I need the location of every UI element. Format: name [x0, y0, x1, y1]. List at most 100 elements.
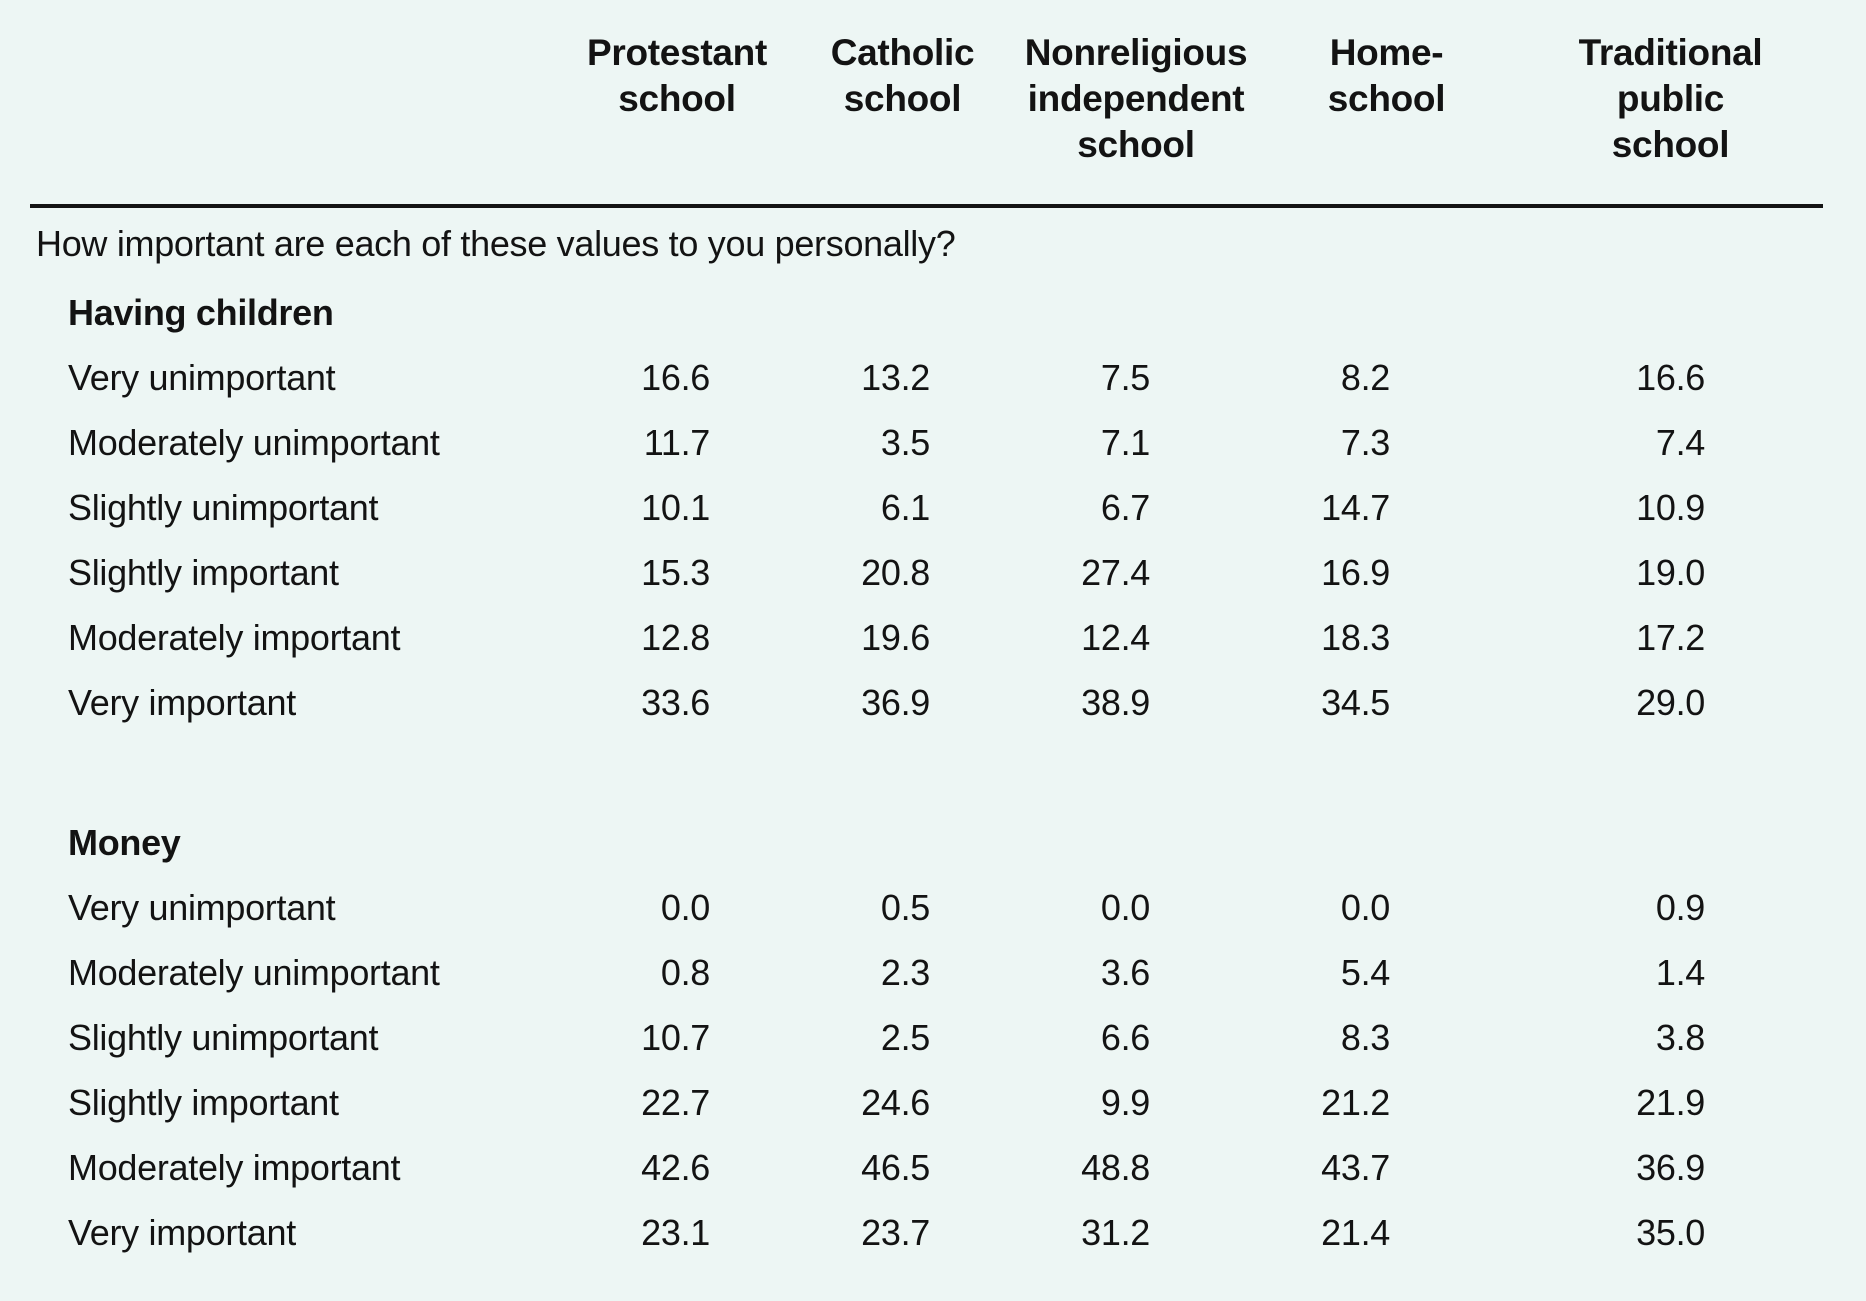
value-cell: 6.1: [880, 487, 930, 528]
value-cell: 10.7: [641, 1017, 710, 1058]
row-label: Very unimportant: [68, 357, 336, 398]
section-title-money: Money: [68, 822, 181, 863]
value-cell: 0.9: [1655, 887, 1705, 928]
value-cell: 16.6: [1636, 357, 1705, 398]
table-row: Moderately important 42.6 46.5 48.8 43.7…: [30, 1135, 1823, 1200]
question-text: How important are each of these values t…: [36, 223, 956, 264]
column-header-line: school: [618, 78, 736, 119]
value-cell: 48.8: [1081, 1147, 1150, 1188]
value-cell: 8.2: [1340, 357, 1390, 398]
header-spacer-cell: [30, 30, 566, 168]
value-cell: 3.6: [1100, 952, 1150, 993]
table-row: Moderately unimportant 11.7 3.5 7.1 7.3 …: [30, 410, 1823, 475]
value-cell: 0.0: [1100, 887, 1150, 928]
value-cell: 21.9: [1636, 1082, 1705, 1123]
row-label: Very important: [68, 1212, 296, 1253]
value-cell: 24.6: [861, 1082, 930, 1123]
column-header-line: independent: [1027, 78, 1245, 119]
value-cell: 15.3: [641, 552, 710, 593]
table-row: Moderately important 12.8 19.6 12.4 18.3…: [30, 605, 1823, 670]
row-label: Moderately unimportant: [68, 422, 440, 463]
row-label: Slightly unimportant: [68, 1017, 379, 1058]
section-gap: [30, 735, 1823, 810]
row-label: Slightly important: [68, 552, 339, 593]
value-cell: 7.1: [1100, 422, 1150, 463]
row-label: Moderately important: [68, 1147, 401, 1188]
column-header-line: school: [843, 78, 962, 119]
table-row: Slightly important 22.7 24.6 9.9 21.2 21…: [30, 1070, 1823, 1135]
table-row: Slightly unimportant 10.1 6.1 6.7 14.7 1…: [30, 475, 1823, 540]
table-header-row: Protestant school Catholic school Nonrel…: [30, 30, 1823, 208]
row-label: Slightly important: [68, 1082, 339, 1123]
value-cell: 23.7: [861, 1212, 930, 1253]
value-cell: 23.1: [641, 1212, 710, 1253]
value-cell: 1.4: [1655, 952, 1705, 993]
table-row: Very unimportant 16.6 13.2 7.5 8.2 16.6: [30, 345, 1823, 410]
column-header-line: Protestant: [587, 32, 767, 73]
value-cell: 38.9: [1081, 682, 1150, 723]
value-cell: 33.6: [641, 682, 710, 723]
value-cell: 31.2: [1081, 1212, 1150, 1253]
value-cell: 10.1: [641, 487, 710, 528]
value-cell: 29.0: [1636, 682, 1705, 723]
value-cell: 5.4: [1340, 952, 1390, 993]
table-row: Very important 33.6 36.9 38.9 34.5 29.0: [30, 670, 1823, 735]
column-header-protestant-school: Protestant school: [566, 30, 788, 168]
value-cell: 20.8: [861, 552, 930, 593]
value-cell: 36.9: [1636, 1147, 1705, 1188]
value-cell: 8.3: [1340, 1017, 1390, 1058]
table-row: Slightly important 15.3 20.8 27.4 16.9 1…: [30, 540, 1823, 605]
column-header-traditional-public-school: Traditional public school: [1518, 30, 1823, 168]
column-header-catholic-school: Catholic school: [788, 30, 1017, 168]
column-header-line: Traditional: [1578, 32, 1763, 73]
value-cell: 21.4: [1321, 1212, 1390, 1253]
survey-values-table: Protestant school Catholic school Nonrel…: [30, 0, 1823, 1265]
value-cell: 12.8: [641, 617, 710, 658]
table-row: Very unimportant 0.0 0.5 0.0 0.0 0.9: [30, 875, 1823, 940]
column-header-line: Catholic: [830, 32, 975, 73]
table-row: Slightly unimportant 10.7 2.5 6.6 8.3 3.…: [30, 1005, 1823, 1070]
value-cell: 6.6: [1100, 1017, 1150, 1058]
value-cell: 27.4: [1081, 552, 1150, 593]
value-cell: 16.9: [1321, 552, 1390, 593]
value-cell: 0.0: [660, 887, 710, 928]
value-cell: 19.0: [1636, 552, 1705, 593]
value-cell: 0.5: [880, 887, 930, 928]
value-cell: 36.9: [861, 682, 930, 723]
value-cell: 0.8: [660, 952, 710, 993]
row-label: Very important: [68, 682, 296, 723]
value-cell: 3.5: [880, 422, 930, 463]
row-label: Moderately unimportant: [68, 952, 440, 993]
value-cell: 17.2: [1636, 617, 1705, 658]
value-cell: 7.4: [1655, 422, 1705, 463]
value-cell: 22.7: [641, 1082, 710, 1123]
value-cell: 11.7: [643, 422, 711, 463]
value-cell: 43.7: [1321, 1147, 1390, 1188]
value-cell: 21.2: [1321, 1082, 1390, 1123]
value-cell: 10.9: [1636, 487, 1705, 528]
column-header-line: school: [1611, 124, 1730, 165]
value-cell: 16.6: [641, 357, 710, 398]
table-row: Moderately unimportant 0.8 2.3 3.6 5.4 1…: [30, 940, 1823, 1005]
column-header-line: school: [1077, 124, 1195, 165]
row-label: Very unimportant: [68, 887, 336, 928]
column-header-line: Home-: [1329, 32, 1444, 73]
value-cell: 12.4: [1081, 617, 1150, 658]
value-cell: 3.8: [1655, 1017, 1705, 1058]
value-cell: 9.9: [1100, 1082, 1150, 1123]
row-label: Slightly unimportant: [68, 487, 379, 528]
column-header-home-school: Home- school: [1255, 30, 1518, 168]
column-header-line: Nonreligious: [1024, 32, 1248, 73]
value-cell: 6.7: [1100, 487, 1150, 528]
value-cell: 0.0: [1340, 887, 1390, 928]
value-cell: 19.6: [861, 617, 930, 658]
column-header-nonreligious-independent-school: Nonreligious independent school: [1017, 30, 1255, 168]
value-cell: 14.7: [1321, 487, 1390, 528]
value-cell: 35.0: [1636, 1212, 1705, 1253]
value-cell: 46.5: [861, 1147, 930, 1188]
value-cell: 42.6: [641, 1147, 710, 1188]
value-cell: 7.5: [1100, 357, 1150, 398]
section-title-having-children: Having children: [68, 292, 334, 333]
row-label: Moderately important: [68, 617, 401, 658]
value-cell: 2.3: [880, 952, 930, 993]
